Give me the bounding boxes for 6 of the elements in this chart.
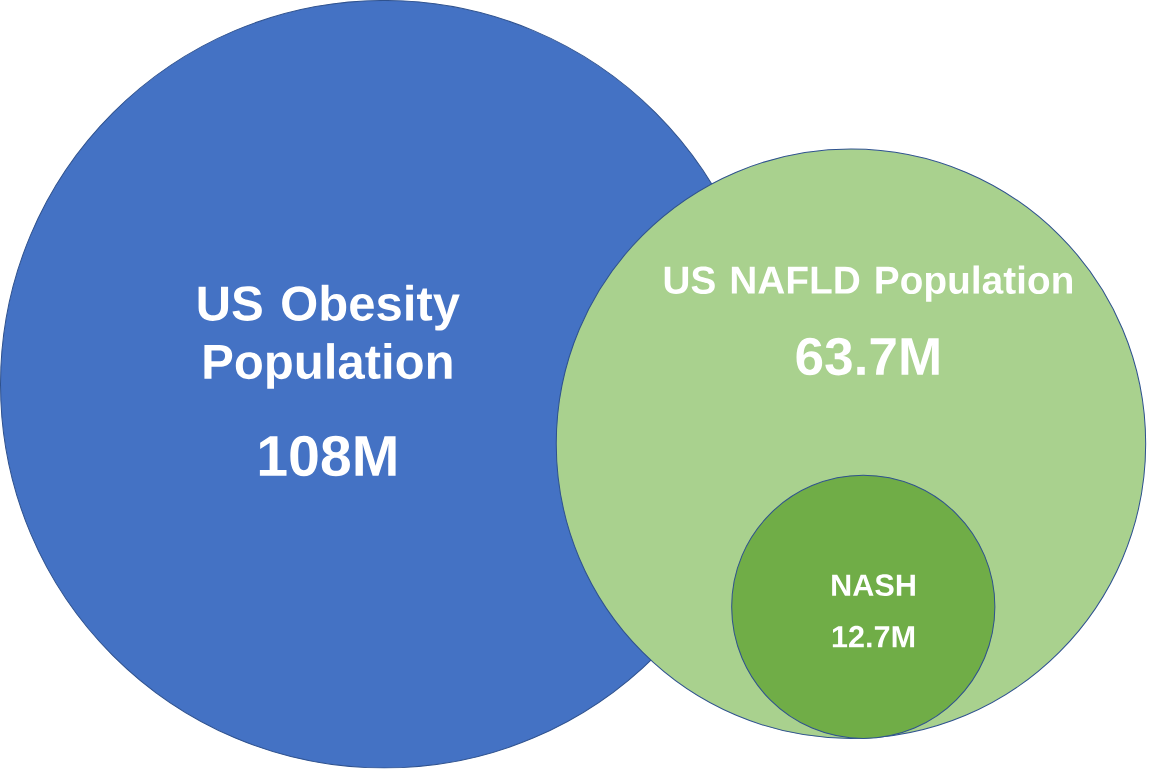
category-label: US NAFLD Population bbox=[664, 265, 1072, 302]
data-label: 12.7M bbox=[832, 626, 915, 648]
category-label: NASH bbox=[832, 574, 915, 597]
data-label: 63.7M bbox=[796, 337, 939, 376]
category-label: US Obesity Population bbox=[198, 285, 460, 390]
data-label: 108M bbox=[259, 436, 396, 477]
